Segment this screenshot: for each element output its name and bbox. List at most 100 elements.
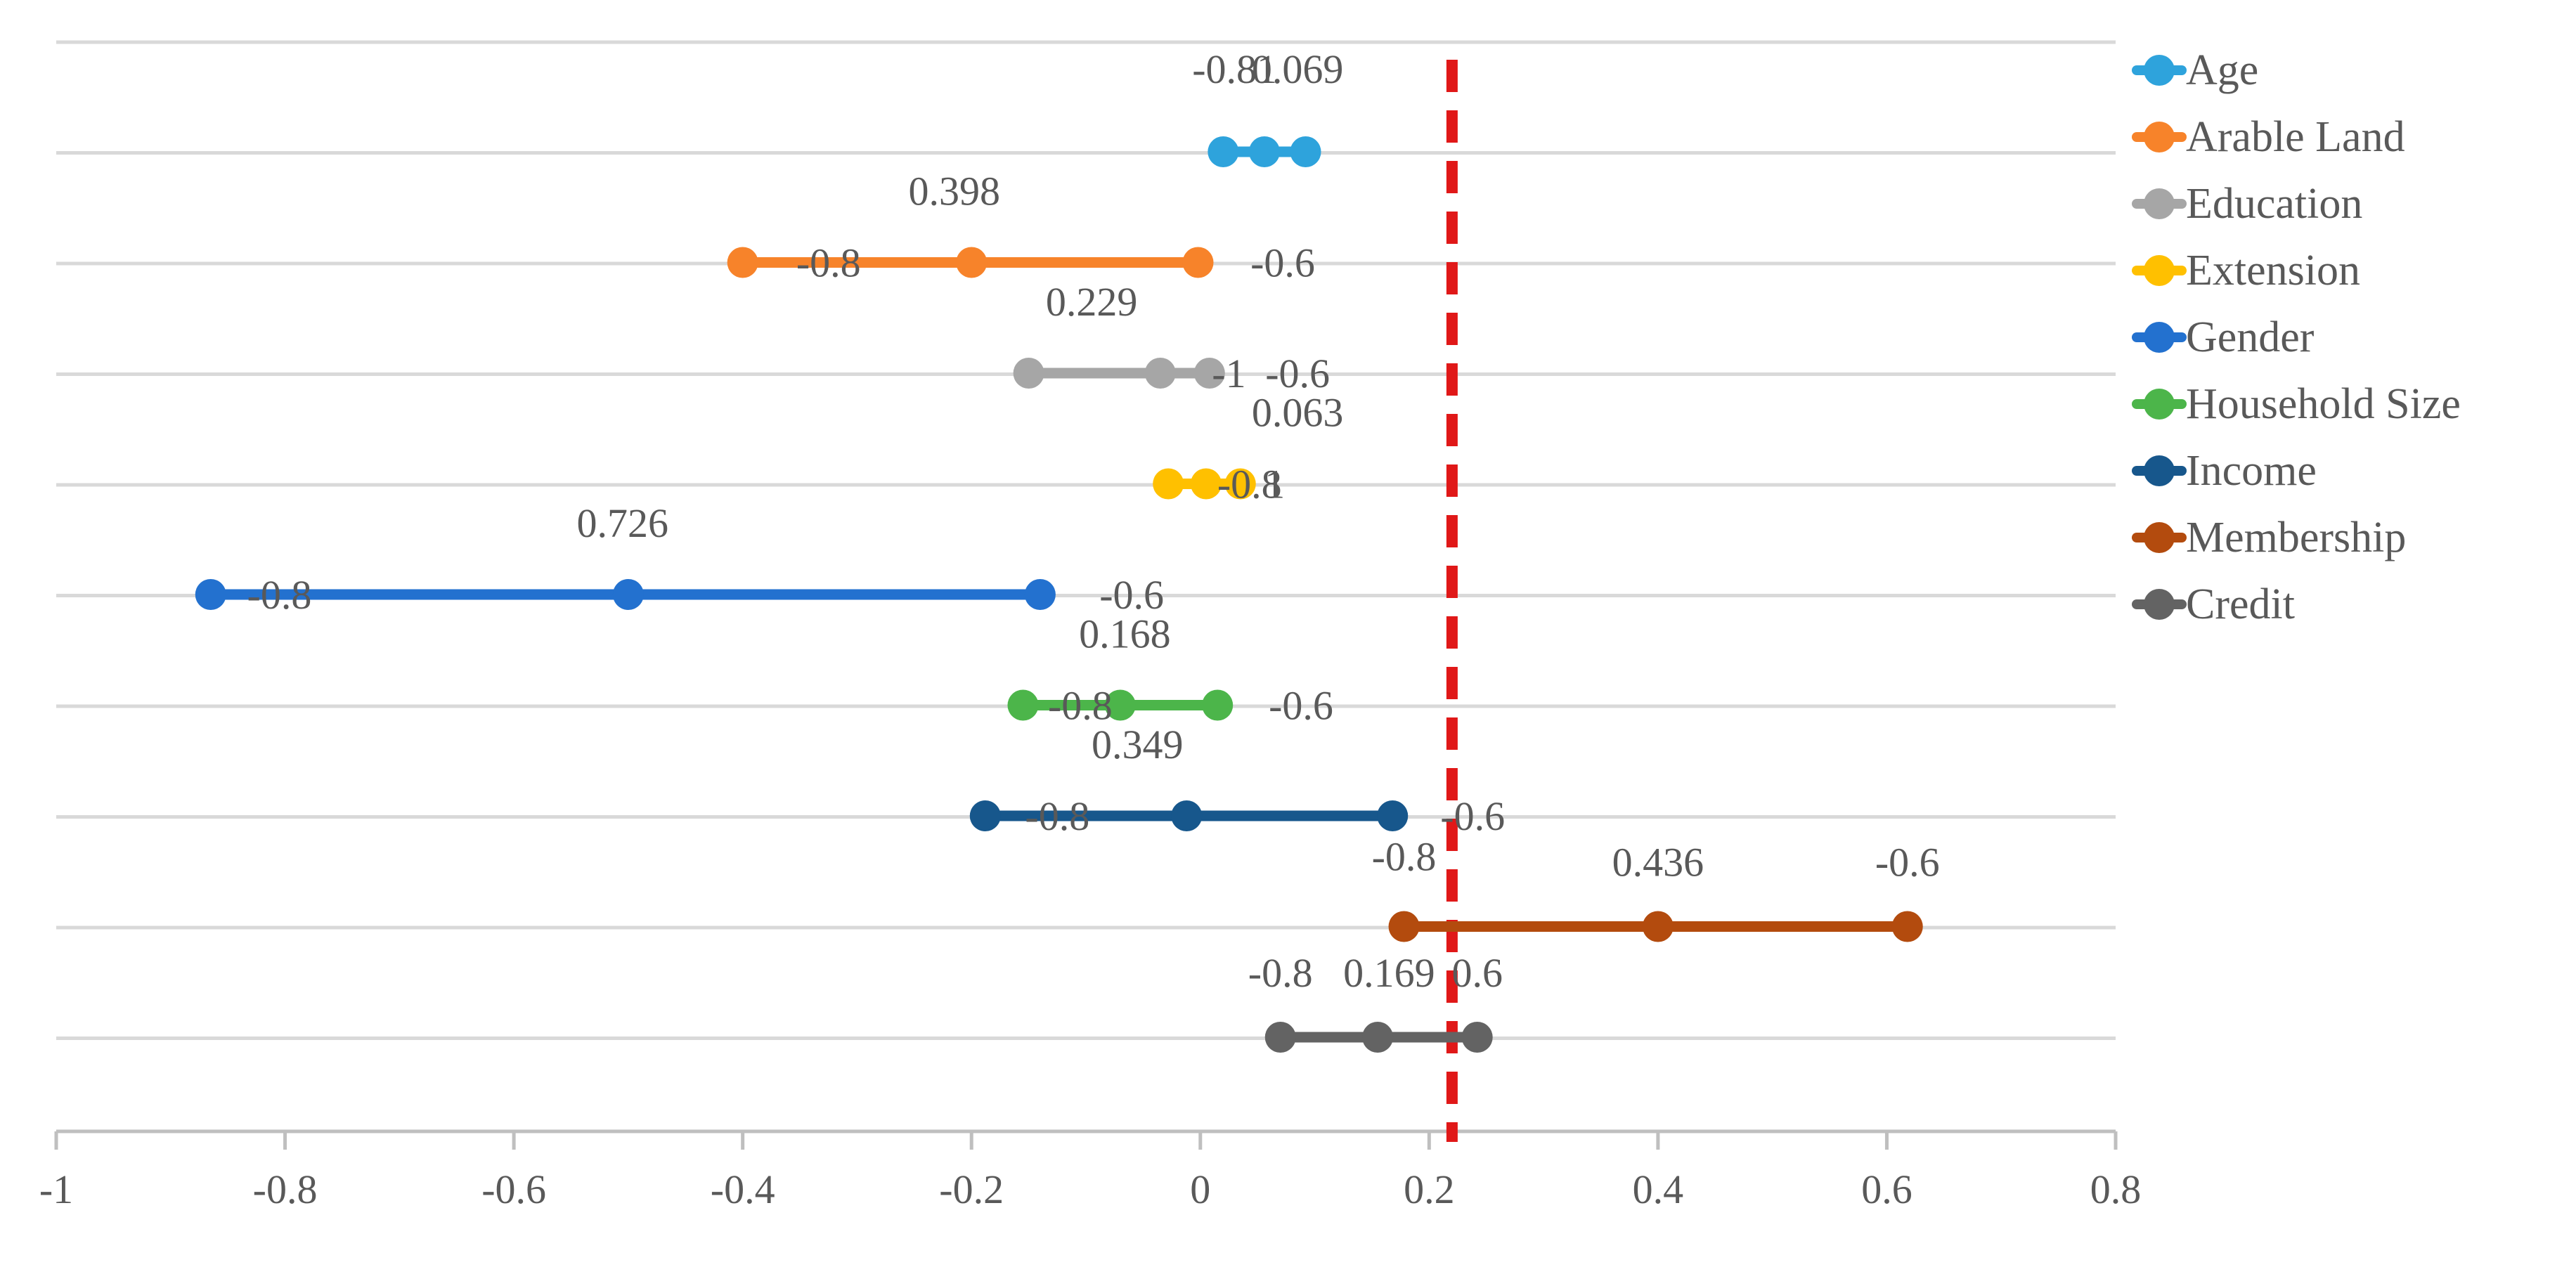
series-gender <box>195 579 1056 610</box>
legend-label: Age <box>2186 46 2258 94</box>
data-label: 0.169 <box>1343 950 1435 996</box>
data-label: -0.6 <box>1440 793 1505 839</box>
data-point <box>1248 136 1280 167</box>
legend-swatch-dot <box>2144 389 2175 420</box>
data-point <box>1891 911 1923 942</box>
legend-label: Membership <box>2186 514 2406 561</box>
legend-label: Gender <box>2186 313 2315 361</box>
legend-swatch-dot <box>2144 55 2175 86</box>
data-point <box>1182 247 1214 278</box>
data-point <box>1377 800 1409 831</box>
series-layer <box>195 136 1923 1053</box>
data-point <box>195 579 226 610</box>
series-arable-land <box>727 247 1214 278</box>
data-label: -1 <box>1212 351 1245 396</box>
x-tick-label: -1 <box>39 1167 73 1212</box>
x-tick-label: -0.4 <box>711 1167 775 1212</box>
legend-item: Extension <box>2132 247 2360 294</box>
series-age <box>1208 136 1321 167</box>
data-point <box>1362 1022 1394 1053</box>
legend-swatch-dot <box>2144 122 2175 152</box>
legend-label: Income <box>2186 447 2317 495</box>
x-tick-label: 0.4 <box>1633 1167 1684 1212</box>
series-extension <box>1153 468 1256 500</box>
data-point <box>1171 800 1203 831</box>
data-point <box>1208 136 1239 167</box>
legend-label: Extension <box>2186 247 2360 294</box>
data-label: -0.6 <box>1265 351 1330 396</box>
data-point <box>1461 1022 1493 1053</box>
data-label: -0.8 <box>247 572 312 618</box>
data-point <box>1104 689 1136 721</box>
series-household-size <box>1007 689 1234 721</box>
data-label: -0.8 <box>1048 683 1113 729</box>
data-point <box>1007 689 1039 721</box>
data-label: 0.069 <box>1252 46 1344 92</box>
legend-item: Credit <box>2132 580 2295 628</box>
legend-swatch-dot <box>2144 255 2175 286</box>
data-label: -0.8 <box>1372 834 1437 880</box>
data-label: -0.8 <box>1025 793 1089 839</box>
data-point <box>1264 1022 1296 1053</box>
x-axis: -1 -0.8 -0.6 -0.4 -0.2 0 0.2 0.4 0.6 0.8 <box>39 1129 2142 1212</box>
legend-swatch-dot <box>2144 455 2175 486</box>
data-label: -0.6 <box>1099 572 1164 618</box>
legend-swatch-dot <box>2144 589 2175 620</box>
legend-item: Membership <box>2132 514 2406 561</box>
data-label: -0.8 <box>1248 950 1313 996</box>
legend-swatch-dot <box>2144 322 2175 353</box>
data-label: -0.6 <box>1875 840 1940 885</box>
data-point <box>1144 358 1176 389</box>
data-label: 1 <box>1264 462 1285 507</box>
data-point <box>1193 358 1225 389</box>
series-education <box>1013 358 1225 389</box>
legend-label: Household Size <box>2186 380 2461 428</box>
data-point <box>1024 579 1056 610</box>
data-label: 0.398 <box>909 169 1001 214</box>
data-label: 0.229 <box>1046 279 1138 325</box>
legend-label: Education <box>2186 180 2362 228</box>
legend-item: Gender <box>2132 313 2315 361</box>
x-tick-label: 0.8 <box>2090 1167 2142 1212</box>
data-point <box>1290 136 1321 167</box>
legend-item: Income <box>2132 447 2317 495</box>
x-tick-label: 0.2 <box>1404 1167 1455 1212</box>
x-tick-label: 0.6 <box>1861 1167 1912 1212</box>
legend-label: Credit <box>2186 580 2295 628</box>
data-label: 0.436 <box>1612 840 1704 885</box>
series-credit <box>1264 1022 1493 1053</box>
data-point <box>612 579 644 610</box>
data-label: -0.8 <box>1217 462 1282 507</box>
data-label: 0.349 <box>1092 722 1184 767</box>
legend: Age Arable Land Education Extension Gender Ho… <box>2132 46 2461 628</box>
legend-swatch-dot <box>2144 522 2175 553</box>
data-label: -0.81 <box>1192 46 1277 92</box>
legend-item: Age <box>2132 46 2258 94</box>
data-point <box>1013 358 1044 389</box>
x-tick-label: 0 <box>1190 1167 1210 1212</box>
legend-label: Arable Land <box>2186 113 2405 161</box>
data-label: 0.168 <box>1079 611 1171 657</box>
data-label: -0.6 <box>1250 240 1315 286</box>
data-point <box>1153 468 1184 500</box>
legend-item: Education <box>2132 180 2362 228</box>
data-label: 0.6 <box>1451 950 1503 996</box>
series-membership <box>1388 911 1923 942</box>
data-label: -0.6 <box>1269 683 1333 729</box>
data-label: -0.8 <box>796 240 861 286</box>
x-tick-label: -0.8 <box>253 1167 318 1212</box>
data-point <box>1202 689 1234 721</box>
x-tick-label: -0.6 <box>481 1167 546 1212</box>
data-label: 0.726 <box>577 500 669 546</box>
data-label: 0.063 <box>1252 390 1344 436</box>
x-tick-label: -0.2 <box>939 1167 1004 1212</box>
legend-item: Arable Land <box>2132 113 2405 161</box>
legend-item: Household Size <box>2132 380 2461 428</box>
grid-layer <box>56 40 2116 1040</box>
data-point <box>956 247 988 278</box>
data-point <box>1642 911 1674 942</box>
data-point <box>1190 468 1222 500</box>
